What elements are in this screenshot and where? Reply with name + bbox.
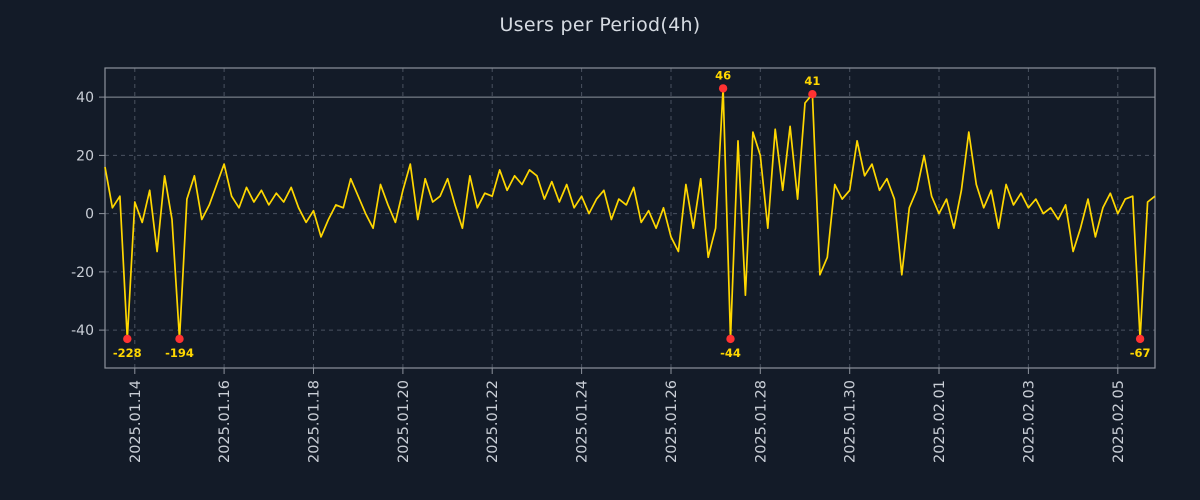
y-tick-label: 0 xyxy=(85,207,94,223)
x-tick-label: 2025.01.28 xyxy=(753,380,769,463)
extreme-label: 46 xyxy=(715,68,731,82)
x-tick-label: 2025.01.24 xyxy=(575,380,591,463)
extreme-marker xyxy=(1135,334,1145,344)
x-tick-label: 2025.01.18 xyxy=(307,380,323,463)
x-tick-label: 2025.01.14 xyxy=(128,380,144,463)
x-tick-label: 2025.02.03 xyxy=(1021,380,1037,463)
x-tick-label: 2025.01.20 xyxy=(396,380,412,463)
x-tick-label: 2025.02.05 xyxy=(1111,380,1127,463)
chart-title: Users per Period(4h) xyxy=(499,14,701,36)
extreme-label: 41 xyxy=(804,74,820,88)
x-tick-label: 2025.01.26 xyxy=(664,380,680,463)
extreme-marker xyxy=(808,90,817,99)
x-tick-label: 2025.01.30 xyxy=(843,380,859,463)
extreme-marker xyxy=(718,84,728,93)
x-tick-label: 2025.01.16 xyxy=(217,380,233,463)
y-tick-label: -20 xyxy=(71,265,94,281)
extreme-label: -67 xyxy=(1130,346,1151,360)
extreme-marker xyxy=(123,334,132,344)
extreme-marker xyxy=(726,334,735,344)
extreme-label: -44 xyxy=(720,346,741,360)
series-line xyxy=(104,87,1156,340)
y-tick-label: 40 xyxy=(76,90,94,106)
x-tick-label: 2025.01.22 xyxy=(485,380,501,463)
y-tick-label: 20 xyxy=(76,148,94,164)
plot-border xyxy=(104,67,1156,369)
extreme-label: -228 xyxy=(113,346,142,360)
extreme-label: -194 xyxy=(165,346,194,360)
y-tick-label: -40 xyxy=(71,323,94,339)
x-tick-label: 2025.02.01 xyxy=(932,380,948,463)
extreme-marker xyxy=(175,334,184,344)
